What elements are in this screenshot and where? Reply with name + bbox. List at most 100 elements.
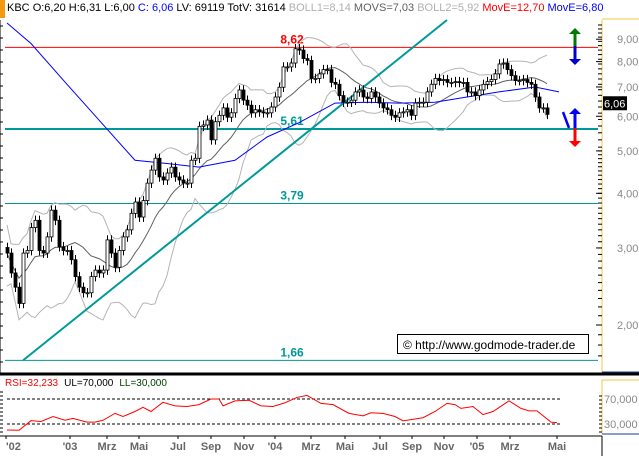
candle-body	[137, 201, 142, 218]
candle-body	[325, 69, 330, 72]
candle	[121, 232, 126, 256]
candle-body	[49, 209, 54, 238]
candle-body	[317, 73, 322, 79]
copyright-box	[397, 334, 589, 354]
candle	[489, 74, 494, 87]
price-tick-label: 5,00	[617, 146, 638, 158]
candle	[329, 64, 334, 88]
candle	[473, 87, 478, 101]
candle	[445, 74, 450, 88]
candle	[273, 92, 278, 112]
candle	[413, 98, 418, 121]
candle-body	[349, 99, 354, 103]
candle-body	[393, 114, 398, 118]
candle	[105, 235, 110, 275]
candle-body	[121, 236, 126, 251]
candle-body	[257, 109, 262, 113]
candle-body	[125, 229, 130, 238]
candle-body	[517, 80, 522, 82]
price-tick-label: 7,00	[617, 82, 638, 94]
candle-body	[117, 250, 122, 268]
candle-body	[465, 82, 470, 93]
candle-body	[357, 89, 362, 93]
level-label: 5,61	[280, 114, 304, 128]
movs-value: MOVS=7,03	[353, 2, 415, 14]
candle	[53, 205, 58, 226]
price-tick-label: 6,00	[617, 111, 638, 123]
candle-body	[425, 91, 430, 103]
candle-body	[249, 104, 254, 114]
candle	[369, 87, 374, 104]
candle-body	[377, 96, 382, 104]
candle	[233, 93, 238, 118]
candle-body	[73, 259, 78, 278]
candle-body	[513, 75, 518, 81]
candle	[317, 69, 322, 84]
candle	[85, 288, 90, 298]
x-tick-label: Nov	[434, 441, 456, 453]
candle	[133, 197, 138, 219]
candle	[141, 195, 146, 222]
candle-body	[277, 86, 282, 98]
rsi-label: RSI=32,233	[5, 378, 59, 389]
candle	[541, 103, 546, 113]
candle	[165, 168, 170, 185]
last-price-box	[603, 96, 627, 111]
candle-body	[545, 107, 550, 115]
candle	[397, 108, 402, 123]
candle-body	[213, 121, 218, 141]
candle-body	[161, 176, 166, 181]
candle-body	[61, 246, 66, 251]
candle	[65, 245, 70, 256]
rsi-upper-label: UL=70,000	[64, 378, 114, 389]
candle	[169, 162, 174, 178]
candle-body	[329, 69, 334, 83]
candle-body	[345, 101, 350, 104]
candle-body	[437, 78, 442, 81]
candle	[453, 76, 458, 88]
candle-body	[281, 66, 286, 88]
candle	[261, 107, 266, 118]
boll2-value: BOLL2=5,92	[417, 2, 480, 14]
last-price-label: 6,06	[604, 98, 625, 110]
candle	[229, 108, 234, 123]
candle-body	[129, 212, 134, 231]
candle	[421, 97, 426, 108]
candle	[477, 85, 482, 101]
candle	[61, 242, 66, 256]
candle	[341, 90, 346, 108]
candle	[545, 103, 550, 120]
candle	[281, 62, 286, 93]
candle	[149, 165, 154, 188]
candle-body	[505, 62, 510, 71]
candle	[393, 110, 398, 123]
candle-body	[93, 269, 98, 278]
candle-body	[53, 209, 58, 221]
candle-body	[497, 63, 502, 75]
candle-body	[333, 82, 338, 85]
candle-body	[225, 107, 230, 118]
candle-body	[521, 79, 526, 81]
candle-body	[89, 276, 94, 294]
x-tick-label: Sep	[402, 441, 422, 453]
candle-body	[109, 239, 114, 254]
candle-body	[153, 157, 158, 171]
candle	[101, 265, 106, 278]
candle	[237, 85, 242, 104]
candle-body	[433, 78, 438, 85]
candle-body	[113, 252, 118, 268]
candle-body	[361, 89, 366, 98]
candle	[213, 117, 218, 145]
candle	[493, 69, 498, 85]
candle-body	[33, 219, 38, 228]
move-red-value: MovE=12,70	[482, 2, 545, 14]
candle	[49, 205, 54, 242]
candle-body	[321, 69, 326, 75]
candle-body	[269, 106, 274, 114]
candle	[221, 103, 226, 121]
candle-body	[409, 109, 414, 116]
candle	[361, 85, 366, 102]
candle	[145, 178, 150, 206]
projection-curve	[561, 111, 571, 129]
candle	[461, 77, 466, 88]
